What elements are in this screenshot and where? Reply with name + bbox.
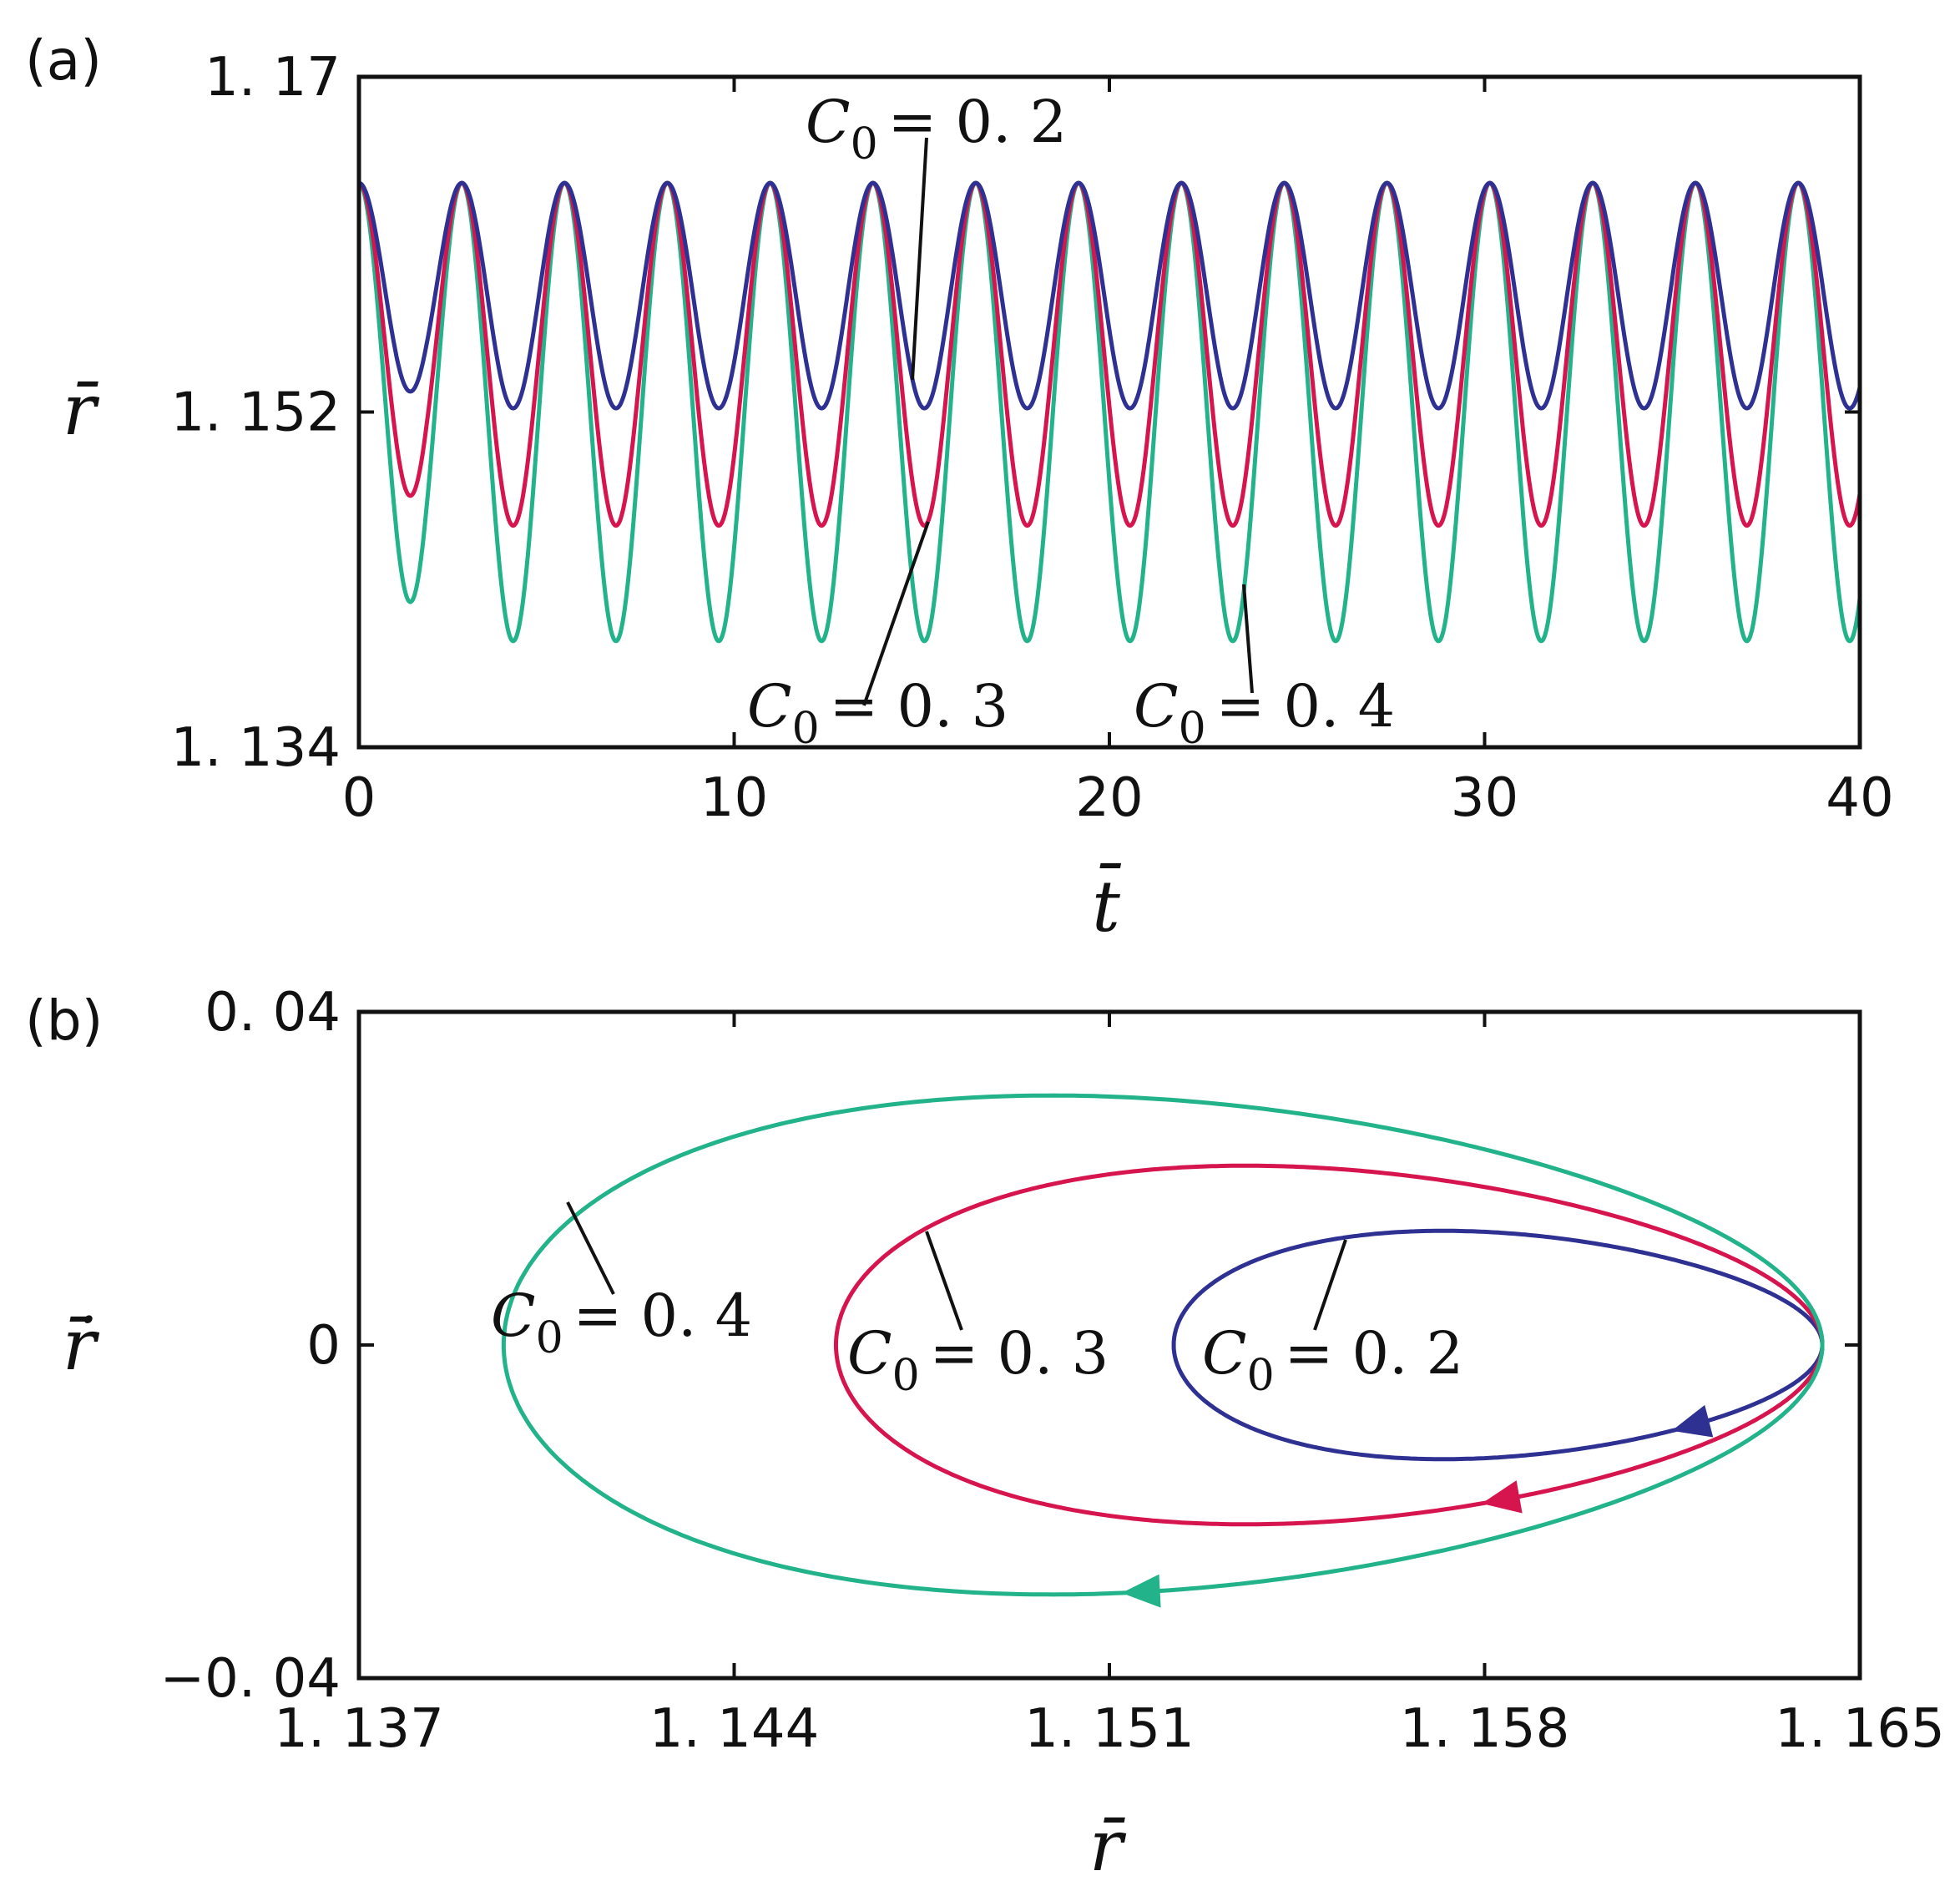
panel-a-xtick-label: 40 (1826, 767, 1893, 829)
panel-b-annotation-label: C0 = 0. 4 (491, 1282, 752, 1363)
panel-b-annotation-leader (1313, 1239, 1347, 1331)
panel-b-xlabel: r̄ (1089, 1805, 1127, 1886)
panel-a-ytick-label: 1. 17 (205, 47, 341, 109)
panel-a-curves (358, 180, 1862, 644)
panel-b-direction-arrow (1671, 1404, 1714, 1438)
panel-b-ylabel: ṙ̄ (63, 1304, 100, 1386)
panel-b-series-orbit (501, 1093, 1825, 1597)
panel-b-xtick-label: 1. 151 (1024, 1698, 1195, 1760)
panel-a-annotation-leader (911, 137, 928, 381)
panel-a-series-line (358, 180, 1862, 644)
panel-b-direction-arrow (1121, 1574, 1161, 1608)
panel-a-xlabel: t̄ (1092, 862, 1122, 948)
panel-a-annotation-label: C0 = 0. 4 (1134, 672, 1395, 754)
panel-a-series-line (358, 180, 1862, 411)
panel-a-annotation-leader (1242, 584, 1254, 694)
panel-a-xtick-label: 0 (342, 767, 376, 829)
panel-b-annotation-label: C0 = 0. 3 (847, 1319, 1109, 1401)
panel-a-xtick-label: 20 (1075, 767, 1143, 829)
panel-a-annotation-leader (862, 521, 930, 706)
panel-b-xtick-label: 1. 137 (274, 1698, 444, 1760)
panel-a-ytick-label: 1. 134 (170, 717, 341, 779)
panel-b-ytick-label: 0 (306, 1315, 341, 1377)
panel-b: (b) 1. 137 1. 144 1. 151 1. 158 1. 165 −0. 04… (25, 982, 1945, 1886)
panel-b-ytick-label: −0. 04 (160, 1648, 341, 1710)
panel-b-direction-arrow (1481, 1480, 1523, 1514)
panel-b-xtick-label: 1. 144 (649, 1698, 820, 1760)
panel-a-annotation-label: C0 = 0. 2 (806, 88, 1067, 169)
panel-a-ytick-label: 1. 152 (170, 382, 341, 444)
panel-a-xtick-label: 10 (700, 767, 768, 829)
panel-b-annotations: C0 = 0. 4 C0 = 0. 3 C0 = 0. 2 (491, 1201, 1463, 1401)
panel-a-annotations: C0 = 0. 2 C0 = 0. 3 C0 = 0. 4 (747, 88, 1395, 754)
panel-b-ytick-label: 0. 04 (205, 982, 341, 1044)
panel-b-ticks: 1. 137 1. 144 1. 151 1. 158 1. 165 −0. 04 0 0. … (160, 982, 1945, 1760)
panel-a: (a) 0 10 20 30 40 1. 134 1. 152 1. 17 t̄ r̄ C0 =… (25, 28, 1894, 948)
panel-a-annotation-label: C0 = 0. 3 (747, 672, 1008, 754)
panel-b-label: (b) (25, 989, 103, 1053)
panel-b-series-orbit (1171, 1228, 1825, 1462)
panel-b-xtick-label: 1. 165 (1775, 1698, 1945, 1760)
panel-b-annotation-label: C0 = 0. 2 (1202, 1319, 1463, 1401)
panel-a-ylabel: r̄ (63, 369, 100, 451)
panel-b-xtick-label: 1. 158 (1400, 1698, 1570, 1760)
panel-a-label: (a) (25, 28, 102, 93)
panel-a-xtick-label: 30 (1451, 767, 1518, 829)
panel-b-curves (501, 1093, 1825, 1608)
panel-b-annotation-leader (566, 1201, 615, 1295)
panel-a-series-line (358, 180, 1862, 528)
panel-a-ticks: 0 10 20 30 40 1. 134 1. 152 1. 17 (170, 47, 1893, 829)
panel-b-annotation-leader (925, 1231, 963, 1331)
